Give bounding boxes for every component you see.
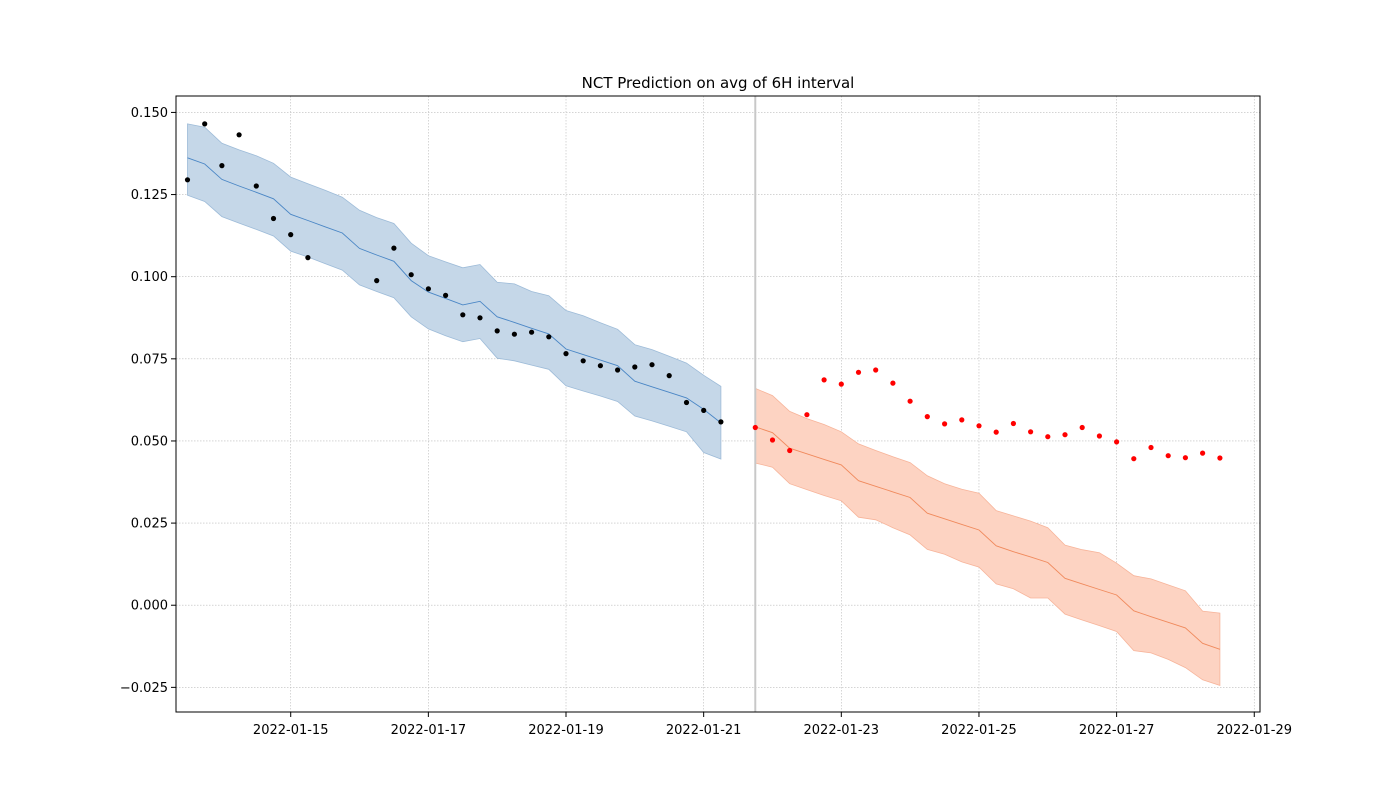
test-observed-point xyxy=(804,412,810,418)
train-observed-point xyxy=(253,183,259,189)
test-observed-point xyxy=(1045,434,1051,440)
train-observed-point xyxy=(460,312,466,318)
train-observed-point xyxy=(597,363,604,369)
x-tick-label: 2022-01-29 xyxy=(1216,723,1292,738)
y-tick-label: 0.150 xyxy=(131,106,168,121)
test-observed-point xyxy=(1062,432,1068,438)
train-observed-point xyxy=(683,399,690,406)
train-observed-point xyxy=(580,358,586,364)
train-observed-point xyxy=(408,272,414,278)
axis-ticks: 2022-01-15 2022-01-17 2022-01-19 2022-01-21… xyxy=(120,106,1292,738)
forecast-line xyxy=(755,426,1221,650)
test-observed-point xyxy=(890,380,896,386)
fit-lines xyxy=(187,157,1221,650)
train-observed-point xyxy=(219,163,225,169)
test-observed-point xyxy=(769,437,776,443)
observed-points xyxy=(184,121,1223,462)
y-tick-label: 0.125 xyxy=(131,188,168,203)
train-observed-point xyxy=(202,121,208,127)
test-observed-point xyxy=(1028,429,1034,435)
test-observed-point xyxy=(1182,455,1188,461)
test-observed-point xyxy=(821,377,827,383)
test-observed-point xyxy=(942,421,948,427)
train-observed-point xyxy=(701,407,707,413)
test-observed-point xyxy=(959,417,965,423)
train-observed-point xyxy=(425,286,431,292)
y-tick-label: −0.025 xyxy=(120,681,168,696)
y-tick-label: 0.100 xyxy=(131,270,168,285)
test-observed-point xyxy=(1217,455,1223,461)
test-observed-point xyxy=(1200,450,1206,456)
test-observed-point xyxy=(1148,444,1154,451)
chart-title: NCT Prediction on avg of 6H interval xyxy=(582,74,855,92)
train-observed-point xyxy=(666,373,672,379)
test-observed-point xyxy=(855,369,862,375)
prediction-bands xyxy=(187,123,1221,686)
train-observed-point xyxy=(305,255,311,261)
x-tick-label: 2022-01-25 xyxy=(941,723,1017,738)
test-observed-point xyxy=(976,423,982,429)
test-observed-point xyxy=(993,429,999,435)
axes-frame xyxy=(175,95,1261,713)
train-confidence-band xyxy=(187,123,722,460)
y-tick-label: 0.050 xyxy=(131,434,168,449)
train-observed-point xyxy=(632,364,638,370)
train-observed-point xyxy=(443,292,449,298)
train-fit-line xyxy=(187,157,722,424)
test-observed-point xyxy=(1079,424,1085,431)
test-observed-point xyxy=(1114,439,1120,445)
train-observed-point xyxy=(546,334,552,340)
train-observed-point xyxy=(494,328,500,334)
test-observed-point xyxy=(924,414,930,420)
test-observed-point xyxy=(787,447,793,454)
train-observed-point xyxy=(184,177,191,183)
test-observed-point xyxy=(1096,433,1102,439)
train-observed-point xyxy=(529,329,535,335)
y-tick-label: 0.075 xyxy=(131,352,168,367)
train-observed-point xyxy=(477,315,483,321)
train-observed-point xyxy=(270,215,277,222)
x-tick-label: 2022-01-21 xyxy=(666,723,742,738)
x-tick-label: 2022-01-15 xyxy=(253,723,329,738)
train-observed-point xyxy=(718,419,724,425)
train-observed-point xyxy=(563,351,569,357)
train-observed-point xyxy=(374,278,380,284)
test-observed-point xyxy=(752,424,758,431)
test-observed-point xyxy=(1131,456,1137,462)
test-observed-point xyxy=(907,398,913,404)
train-observed-point xyxy=(288,232,294,238)
train-observed-point xyxy=(391,245,397,251)
test-observed-point xyxy=(1010,420,1017,427)
train-observed-point xyxy=(236,132,242,138)
test-observed-point xyxy=(1165,453,1171,459)
train-observed-point xyxy=(649,362,655,368)
train-observed-point xyxy=(615,367,621,373)
test-observed-point xyxy=(838,381,844,387)
x-tick-label: 2022-01-17 xyxy=(391,723,467,738)
x-tick-label: 2022-01-23 xyxy=(804,723,880,738)
y-tick-label: 0.025 xyxy=(131,517,168,532)
x-tick-label: 2022-01-19 xyxy=(528,723,604,738)
y-tick-label: 0.000 xyxy=(131,599,168,614)
forecast-confidence-band xyxy=(754,387,1221,686)
x-tick-label: 2022-01-27 xyxy=(1079,723,1155,738)
train-observed-point xyxy=(511,331,517,337)
test-observed-point xyxy=(873,367,879,373)
